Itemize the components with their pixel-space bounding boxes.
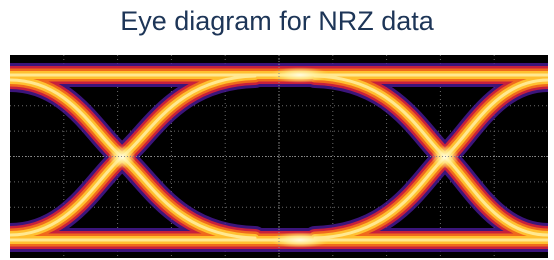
page: Eye diagram for NRZ data (()	[0, 0, 554, 260]
eye-diagram	[0, 0, 554, 260]
rail-hotspot	[270, 67, 330, 83]
rail-hotspot	[270, 232, 330, 248]
